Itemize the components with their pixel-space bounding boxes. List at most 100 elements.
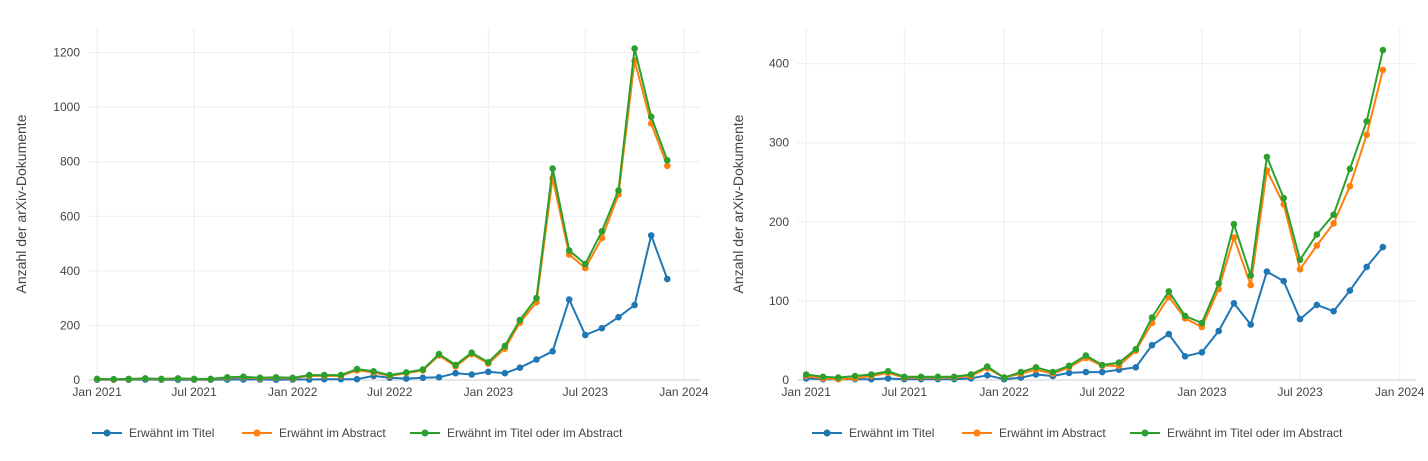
data-point[interactable] — [501, 369, 509, 377]
data-point[interactable] — [158, 375, 165, 383]
data-point[interactable] — [1313, 301, 1321, 309]
data-point[interactable] — [1098, 368, 1106, 376]
data-point[interactable] — [901, 373, 908, 381]
data-point[interactable] — [419, 374, 427, 382]
data-point[interactable] — [1181, 353, 1189, 360]
data-point[interactable] — [664, 157, 671, 164]
data-point[interactable] — [1330, 307, 1337, 315]
data-point[interactable] — [1346, 165, 1354, 173]
data-point[interactable] — [1330, 211, 1337, 218]
data-point[interactable] — [1296, 256, 1304, 264]
data-point[interactable] — [582, 260, 589, 268]
data-point[interactable] — [1198, 349, 1206, 356]
data-point[interactable] — [419, 366, 427, 373]
legend-item[interactable]: Erwähnt im Titel oder im Abstract — [410, 426, 623, 440]
data-point[interactable] — [1330, 220, 1337, 227]
data-point[interactable] — [664, 162, 671, 170]
data-point[interactable] — [370, 368, 377, 375]
data-point[interactable] — [647, 113, 655, 120]
data-point[interactable] — [631, 45, 638, 52]
data-point[interactable] — [1049, 368, 1057, 376]
data-point[interactable] — [549, 165, 556, 172]
data-point[interactable] — [1379, 66, 1387, 74]
data-point[interactable] — [1363, 131, 1370, 139]
data-point[interactable] — [802, 371, 810, 378]
data-point[interactable] — [851, 372, 859, 380]
data-point[interactable] — [1230, 234, 1238, 241]
data-point[interactable] — [1280, 277, 1287, 285]
data-point[interactable] — [1313, 231, 1321, 238]
data-point[interactable] — [984, 363, 991, 370]
data-point[interactable] — [565, 247, 573, 254]
data-point[interactable] — [1379, 243, 1387, 251]
data-point[interactable] — [289, 374, 297, 382]
data-point[interactable] — [1198, 319, 1206, 327]
data-point[interactable] — [1247, 272, 1254, 279]
data-point[interactable] — [615, 313, 622, 321]
data-point[interactable] — [533, 356, 540, 363]
data-point[interactable] — [403, 375, 410, 382]
data-point[interactable] — [256, 374, 264, 382]
data-point[interactable] — [1230, 300, 1238, 307]
data-point[interactable] — [272, 374, 280, 381]
data-point[interactable] — [468, 349, 476, 357]
data-point[interactable] — [501, 342, 509, 350]
data-point[interactable] — [1115, 359, 1123, 366]
data-point[interactable] — [337, 371, 345, 379]
data-point[interactable] — [516, 364, 524, 372]
data-point[interactable] — [452, 361, 459, 369]
data-point[interactable] — [321, 371, 328, 379]
data-point[interactable] — [582, 331, 589, 339]
data-point[interactable] — [1082, 352, 1090, 359]
data-point[interactable] — [1132, 345, 1140, 353]
data-point[interactable] — [565, 296, 573, 303]
data-point[interactable] — [1280, 194, 1287, 202]
data-point[interactable] — [207, 375, 214, 383]
data-point[interactable] — [1000, 374, 1008, 381]
data-point[interactable] — [1065, 362, 1073, 370]
data-point[interactable] — [1165, 330, 1173, 338]
data-point[interactable] — [615, 187, 622, 194]
data-point[interactable] — [1165, 288, 1173, 295]
data-point[interactable] — [1247, 321, 1254, 328]
data-point[interactable] — [1263, 268, 1271, 275]
data-point[interactable] — [142, 375, 149, 382]
data-point[interactable] — [1148, 314, 1156, 321]
data-point[interactable] — [452, 369, 459, 377]
data-point[interactable] — [664, 275, 671, 283]
data-point[interactable] — [353, 375, 361, 383]
data-point[interactable] — [1296, 315, 1304, 323]
data-point[interactable] — [834, 374, 842, 381]
data-point[interactable] — [1065, 369, 1073, 377]
data-point[interactable] — [1363, 118, 1370, 125]
data-point[interactable] — [1132, 364, 1140, 371]
data-point[interactable] — [224, 374, 231, 381]
data-point[interactable] — [884, 375, 892, 382]
data-point[interactable] — [1346, 287, 1354, 294]
data-point[interactable] — [353, 365, 361, 373]
data-point[interactable] — [174, 375, 182, 382]
data-point[interactable] — [125, 375, 132, 383]
data-point[interactable] — [1247, 281, 1254, 289]
data-point[interactable] — [1032, 371, 1040, 378]
data-point[interactable] — [631, 301, 638, 309]
data-point[interactable] — [967, 371, 975, 378]
data-point[interactable] — [306, 371, 313, 379]
legend-item[interactable]: Erwähnt im Titel — [92, 426, 214, 440]
data-point[interactable] — [240, 373, 247, 381]
data-point[interactable] — [950, 373, 958, 381]
data-point[interactable] — [1230, 220, 1238, 228]
legend-item[interactable]: Erwähnt im Titel oder im Abstract — [1130, 426, 1343, 440]
data-point[interactable] — [868, 371, 875, 378]
data-point[interactable] — [1098, 361, 1106, 369]
legend-item[interactable]: Erwähnt im Titel — [812, 426, 934, 440]
data-point[interactable] — [917, 373, 925, 381]
data-point[interactable] — [647, 232, 655, 239]
data-point[interactable] — [1181, 312, 1189, 320]
data-point[interactable] — [110, 375, 117, 383]
data-point[interactable] — [386, 371, 394, 379]
data-point[interactable] — [1017, 368, 1025, 376]
data-point[interactable] — [819, 373, 827, 381]
data-point[interactable] — [485, 359, 492, 366]
data-point[interactable] — [1313, 242, 1321, 249]
